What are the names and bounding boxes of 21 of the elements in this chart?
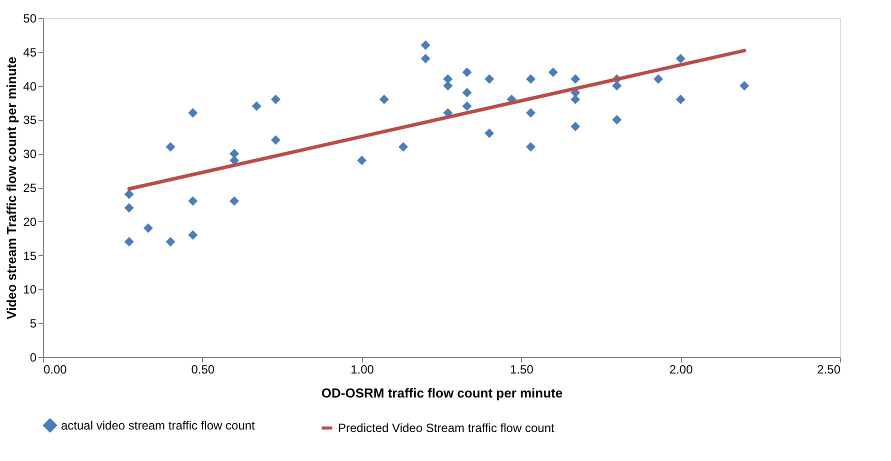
y-tick-label: 10 — [23, 282, 37, 297]
y-tick-label: 15 — [23, 248, 37, 263]
y-tick-label: 25 — [23, 181, 37, 195]
y-tick-label: 5 — [30, 316, 37, 331]
x-tick-label: 2.00 — [669, 362, 694, 376]
x-tick-label: 0.00 — [44, 362, 68, 376]
y-tick-label: 20 — [23, 214, 37, 229]
x-tick-label: 1.00 — [350, 362, 374, 376]
x-tick-label: 0.50 — [191, 362, 215, 376]
legend-label: Predicted Video Stream traffic flow count — [338, 421, 555, 435]
legend-label: actual video stream traffic flow count — [61, 418, 256, 432]
x-axis-title: OD-OSRM traffic flow count per minute — [321, 386, 563, 400]
x-tick-label: 1.50 — [510, 362, 534, 376]
y-tick-label: 35 — [23, 113, 37, 128]
y-tick-label: 50 — [23, 12, 37, 26]
y-axis-title: Video stream Traffic flow count per minute — [4, 56, 20, 320]
y-tick-label: 45 — [23, 45, 37, 60]
x-tick-label: 2.50 — [817, 362, 841, 376]
y-tick-label: 30 — [23, 147, 37, 162]
y-tick-label: 0 — [30, 350, 37, 364]
y-tick-label: 40 — [23, 79, 37, 94]
